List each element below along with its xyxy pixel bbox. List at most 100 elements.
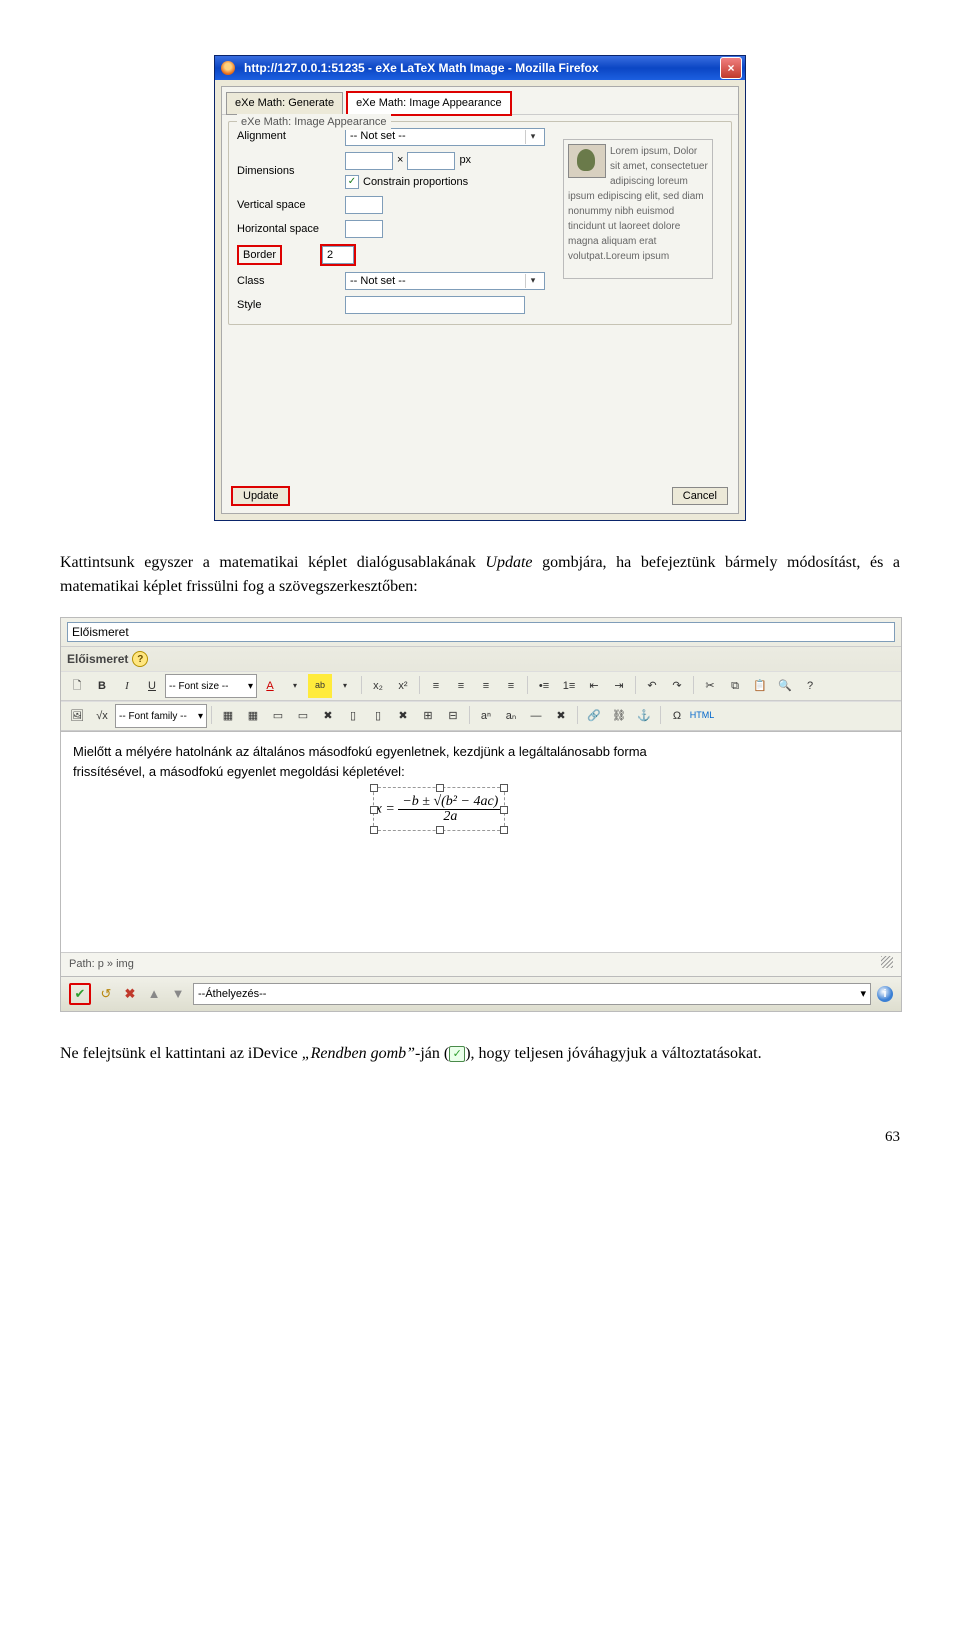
indent-button[interactable]: ⇥: [607, 674, 631, 698]
exe-editor: Előismeret ? 🗋 B I U -- Font size --▾ A▾…: [60, 617, 902, 1012]
dialog-buttons: Update Cancel: [222, 481, 738, 513]
undo-button[interactable]: ↶: [640, 674, 664, 698]
image-button[interactable]: 🖼: [65, 704, 89, 728]
tab-strip: eXe Math: Generate eXe Math: Image Appea…: [222, 87, 738, 115]
update-word: Update: [485, 554, 532, 571]
section-label: Előismeret: [67, 650, 128, 668]
page-number: 63: [60, 1126, 900, 1149]
unlink-button[interactable]: ⛓: [607, 704, 631, 728]
cut-button[interactable]: ✂: [698, 674, 722, 698]
ordered-list-button[interactable]: 1≡: [557, 674, 581, 698]
bgcolor-button[interactable]: ab: [308, 674, 332, 698]
newdoc-icon[interactable]: 🗋: [65, 674, 89, 698]
copy-button[interactable]: ⧉: [723, 674, 747, 698]
delete-row-button[interactable]: ✖: [316, 704, 340, 728]
find-button[interactable]: 🔍: [773, 674, 797, 698]
label-alignment: Alignment: [237, 128, 337, 145]
dom-path[interactable]: Path: p » img: [69, 956, 134, 973]
table-button[interactable]: ▦: [216, 704, 240, 728]
bold-button[interactable]: B: [90, 674, 114, 698]
label-border: Border: [237, 245, 282, 266]
toolbar-help-icon[interactable]: ?: [798, 674, 822, 698]
label-hspace: Horizontal space: [237, 221, 337, 238]
style-input[interactable]: [345, 296, 525, 314]
html-button[interactable]: HTML: [690, 704, 714, 728]
col-before-button[interactable]: ▯: [341, 704, 365, 728]
vspace-input[interactable]: [345, 196, 383, 214]
outdent-button[interactable]: ⇤: [582, 674, 606, 698]
help-icon[interactable]: ?: [132, 651, 148, 667]
superscript-button[interactable]: x²: [391, 674, 415, 698]
border-input[interactable]: [322, 246, 354, 264]
align-left-button[interactable]: ≡: [424, 674, 448, 698]
height-input[interactable]: [407, 152, 455, 170]
window-title: http://127.0.0.1:51235 - eXe LaTeX Math …: [244, 59, 599, 77]
editor-content[interactable]: Mielőtt a mélyére hatolnánk az általános…: [61, 732, 901, 952]
delete-icon[interactable]: ✖: [121, 985, 139, 1003]
link-button[interactable]: 🔗: [582, 704, 606, 728]
font-family-select[interactable]: -- Font family --▾: [115, 704, 207, 728]
underline-button[interactable]: U: [140, 674, 164, 698]
fontcolor-button[interactable]: A: [258, 674, 282, 698]
close-button[interactable]: ×: [720, 57, 742, 79]
move-down-icon[interactable]: ▼: [169, 985, 187, 1003]
appearance-group: eXe Math: Image Appearance Alignment -- …: [228, 121, 732, 326]
sub-button-2[interactable]: aₙ: [499, 704, 523, 728]
constrain-label: Constrain proportions: [363, 174, 468, 191]
update-button[interactable]: Update: [232, 487, 289, 505]
cancel-button[interactable]: Cancel: [672, 487, 728, 505]
hspace-input[interactable]: [345, 220, 383, 238]
math-button[interactable]: √x: [90, 704, 114, 728]
subscript-button[interactable]: x₂: [366, 674, 390, 698]
dialog-body: eXe Math: Generate eXe Math: Image Appea…: [221, 86, 739, 514]
tab-image-appearance[interactable]: eXe Math: Image Appearance: [347, 92, 511, 115]
ok-icon[interactable]: ✔: [69, 983, 91, 1005]
inline-ok-icon: ✓: [449, 1046, 465, 1062]
merge-cells-button[interactable]: ⊞: [416, 704, 440, 728]
formula-content: x = −b ± √(b² − 4ac) 2a: [376, 794, 503, 825]
path-row: Path: p » img: [61, 952, 901, 976]
formula-image[interactable]: x = −b ± √(b² − 4ac) 2a: [373, 787, 505, 831]
anchor-button[interactable]: ⚓: [632, 704, 656, 728]
align-right-button[interactable]: ≡: [474, 674, 498, 698]
align-center-button[interactable]: ≡: [449, 674, 473, 698]
tab-generate[interactable]: eXe Math: Generate: [226, 92, 343, 115]
body-line-2: frissítésével, a másodfokú egyenlet mego…: [73, 764, 405, 779]
constrain-checkbox[interactable]: ✓: [345, 175, 359, 189]
preview-image-icon: [568, 144, 606, 178]
font-size-select[interactable]: -- Font size --▾: [165, 674, 257, 698]
charmap-button[interactable]: Ω: [665, 704, 689, 728]
move-select[interactable]: --Áthelyezés--▾: [193, 983, 871, 1006]
row-after-button[interactable]: ▭: [291, 704, 315, 728]
body-line-1: Mielőtt a mélyére hatolnánk az általános…: [73, 744, 647, 759]
undo-icon[interactable]: ↺: [97, 985, 115, 1003]
label-dimensions: Dimensions: [237, 163, 337, 180]
split-cell-button[interactable]: ⊟: [441, 704, 465, 728]
idevice-title-input[interactable]: [67, 622, 895, 642]
paste-button[interactable]: 📋: [748, 674, 772, 698]
alignment-select[interactable]: -- Not set --▾: [345, 128, 545, 146]
table-props-button[interactable]: ▦: [241, 704, 265, 728]
idevice-footer: ✔ ↺ ✖ ▲ ▼ --Áthelyezés--▾ i: [61, 976, 901, 1012]
move-up-icon[interactable]: ▲: [145, 985, 163, 1003]
preview-pane: Lorem ipsum, Dolor sit amet, consectetue…: [563, 139, 713, 279]
titlebar: http://127.0.0.1:51235 - eXe LaTeX Math …: [215, 56, 745, 80]
width-input[interactable]: [345, 152, 393, 170]
row-before-button[interactable]: ▭: [266, 704, 290, 728]
info-icon[interactable]: i: [877, 986, 893, 1002]
delete-col-button[interactable]: ✖: [391, 704, 415, 728]
italic-button[interactable]: I: [115, 674, 139, 698]
unordered-list-button[interactable]: •≡: [532, 674, 556, 698]
resize-grip[interactable]: [881, 956, 893, 968]
align-justify-button[interactable]: ≡: [499, 674, 523, 698]
paragraph-1: Kattintsunk egyszer a matematikai képlet…: [60, 551, 900, 599]
redo-button[interactable]: ↷: [665, 674, 689, 698]
paragraph-2: Ne felejtsünk el kattintani az iDevice „…: [60, 1042, 900, 1066]
remove-format-button[interactable]: ✖: [549, 704, 573, 728]
col-after-button[interactable]: ▯: [366, 704, 390, 728]
toolbar-row-1: 🗋 B I U -- Font size --▾ A▾ ab▾ x₂ x² ≡ …: [61, 671, 901, 701]
class-select[interactable]: -- Not set --▾: [345, 272, 545, 290]
toolbar-row-2: 🖼 √x -- Font family --▾ ▦ ▦ ▭ ▭ ✖ ▯ ▯ ✖ …: [61, 701, 901, 731]
sup-button-2[interactable]: aⁿ: [474, 704, 498, 728]
hr-button[interactable]: —: [524, 704, 548, 728]
